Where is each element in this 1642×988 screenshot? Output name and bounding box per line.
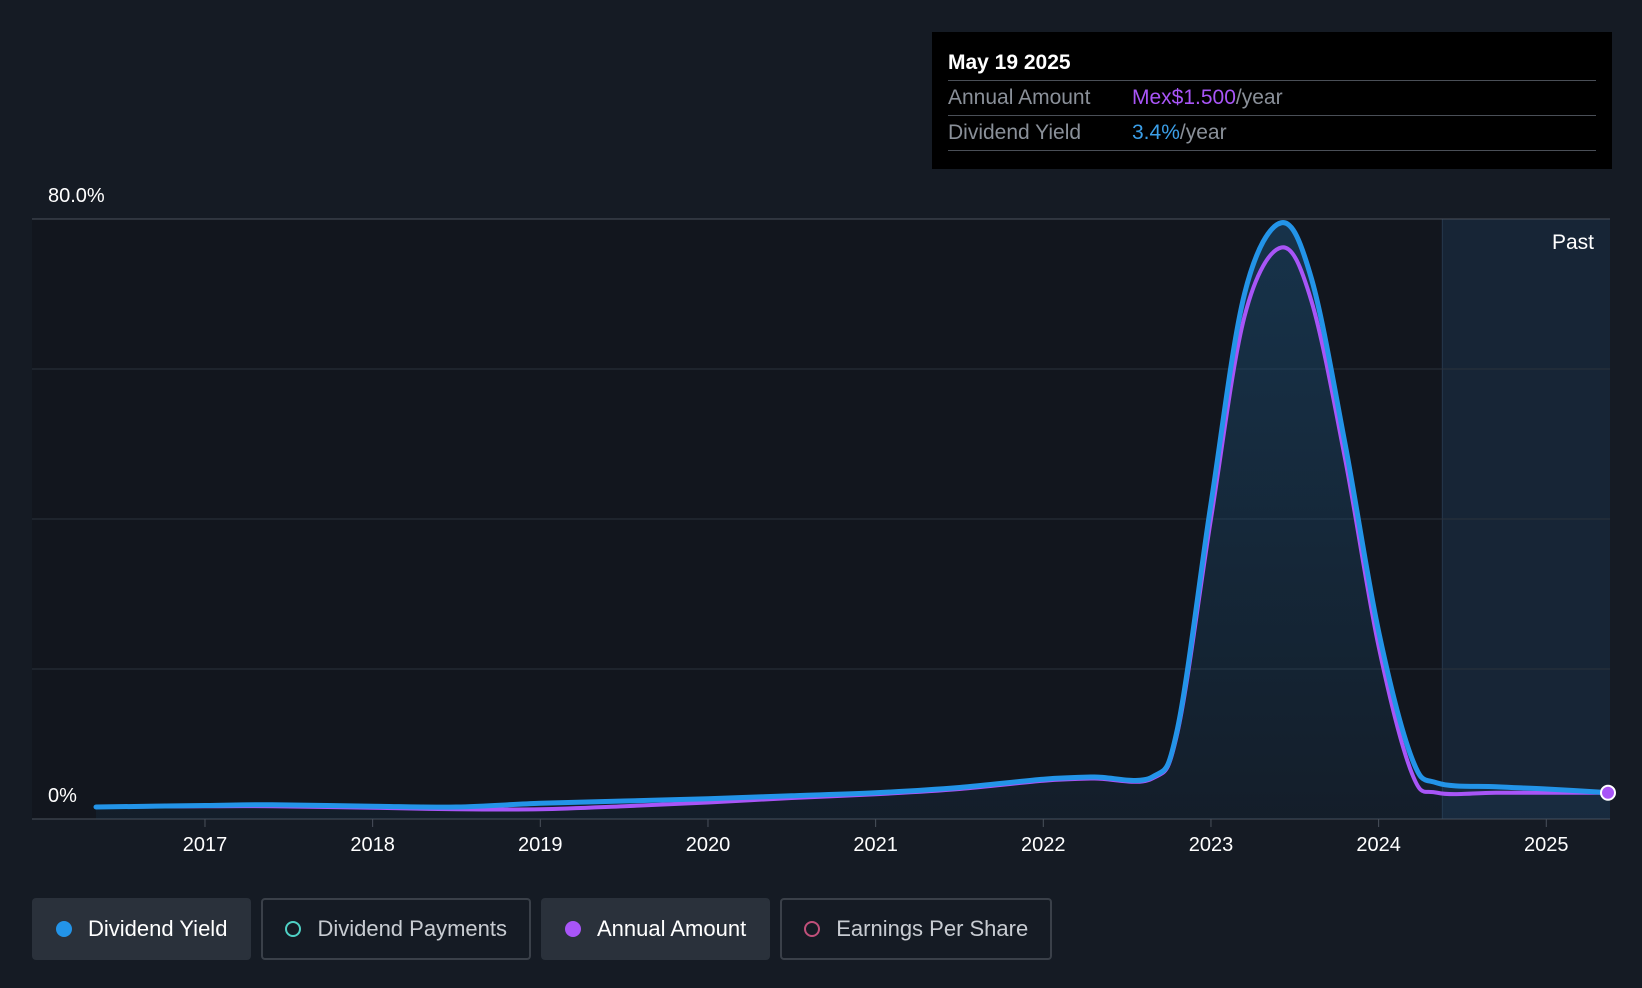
past-label: Past <box>1552 231 1594 254</box>
tooltip-row-dividend-yield: Dividend Yield 3.4% /year <box>948 116 1596 151</box>
tooltip-date: May 19 2025 <box>948 48 1596 81</box>
x-tick-label: 2020 <box>686 834 731 856</box>
legend-label: Dividend Payments <box>317 916 507 941</box>
y-axis-bottom-label: 0% <box>48 785 77 807</box>
tooltip-row-annual-amount: Annual Amount Mex$1.500 /year <box>948 81 1596 116</box>
legend-label: Dividend Yield <box>88 916 228 941</box>
tooltip-unit: /year <box>1179 121 1227 144</box>
tooltip-label: Dividend Yield <box>948 121 1082 144</box>
legend-dot-icon <box>804 921 821 937</box>
tooltip-unit: /year <box>1235 86 1283 109</box>
tooltip: May 19 2025 Annual Amount Mex$1.500 /yea… <box>932 32 1612 169</box>
x-tick-label: 2024 <box>1356 834 1401 856</box>
legend-item-earnings-per-share[interactable]: Earnings Per Share <box>780 898 1053 960</box>
dividend-yield-line <box>93 220 1613 810</box>
legend-item-dividend-payments[interactable]: Dividend Payments <box>261 898 531 960</box>
x-tick-label: 2018 <box>350 834 395 856</box>
legend-item-dividend-yield[interactable]: Dividend Yield <box>32 898 252 960</box>
legend-dot-icon <box>564 921 581 937</box>
legend-label: Earnings Per Share <box>836 916 1029 941</box>
x-tick-label: 2021 <box>853 834 898 856</box>
legend-dot-icon <box>56 921 72 937</box>
x-tick-label: 2017 <box>183 834 228 856</box>
legend-dot-icon <box>285 921 302 937</box>
x-tick-label: 2022 <box>1021 834 1066 856</box>
legend: Dividend Yield Dividend Payments Annual … <box>32 898 1053 960</box>
tooltip-value: Mex$1.500 <box>1132 86 1236 109</box>
x-tick-label: 2023 <box>1189 834 1234 856</box>
x-tick-label: 2025 <box>1524 834 1569 856</box>
y-axis-top-label: 80.0% <box>48 185 105 207</box>
x-tick-label: 2019 <box>518 834 563 856</box>
legend-label: Annual Amount <box>596 916 747 941</box>
annual-amount-end-marker <box>1600 784 1616 801</box>
tooltip-label: Annual Amount <box>948 86 1091 109</box>
legend-item-annual-amount[interactable]: Annual Amount <box>540 898 771 960</box>
tooltip-value: 3.4% <box>1132 121 1180 144</box>
